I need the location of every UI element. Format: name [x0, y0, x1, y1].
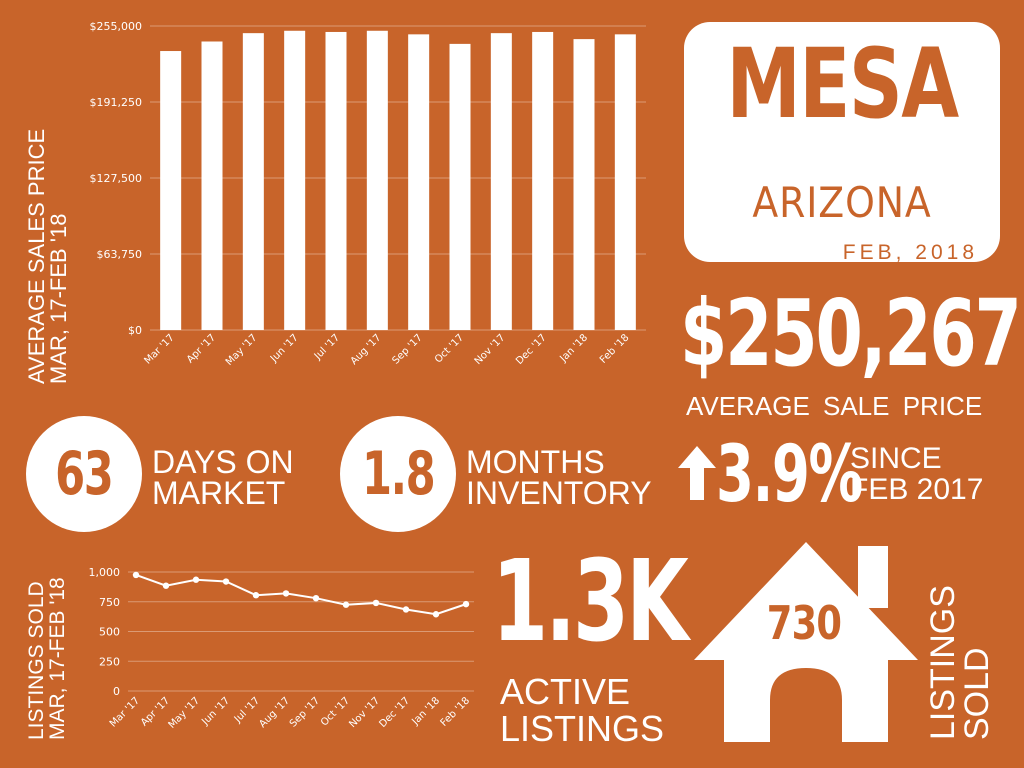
months-inventory-value: 1.8	[361, 439, 436, 509]
line-chart-xtick-label: Feb '18	[439, 695, 472, 728]
days-on-market-label: DAYS ON MARKET	[152, 444, 294, 511]
line-chart-ytick-label: 500	[99, 626, 120, 639]
days-on-market-label-line2: MARKET	[152, 475, 286, 511]
arrow-up-icon	[678, 446, 716, 500]
average-price-bar-chart: $0 $63,750 $127,500 $191,250 $255,000 Mar '17…	[90, 20, 646, 368]
line-chart-xtick-label: Nov '17	[347, 695, 382, 730]
line-chart-point	[312, 594, 320, 602]
location-card: MESA ARIZONA FEB, 2018	[684, 22, 1000, 262]
house-icon	[694, 542, 918, 742]
active-listings-label-line2: LISTINGS	[500, 708, 665, 749]
bar-chart-xtick-label: Sep '17	[390, 332, 424, 366]
bar-chart-bar	[325, 31, 347, 330]
average-price-label: AVERAGE SALE PRICE	[686, 391, 983, 421]
bar-chart-bar	[408, 34, 430, 331]
line-chart-xtick-label: Jan '18	[410, 695, 443, 728]
bar-chart-xtick-label: Dec '17	[514, 332, 549, 367]
listings-sold-label-line1: LISTINGS	[924, 585, 962, 740]
line-chart-point	[192, 576, 200, 583]
bar-chart-xtick-label: Mar '17	[142, 332, 176, 366]
line-chart-point	[462, 600, 470, 608]
bar-chart-xtick-label: Oct '17	[433, 332, 466, 365]
months-inventory-label-line2: INVENTORY	[466, 475, 652, 511]
price-change-label-line1: SINCE	[850, 442, 942, 475]
active-listings-value: 1.3K	[492, 537, 689, 667]
bar-chart-bar	[449, 43, 471, 330]
line-chart-xtick-label: Dec '17	[377, 695, 412, 730]
line-chart-point	[402, 606, 410, 613]
line-chart-point	[132, 571, 140, 579]
bar-chart-ytick-label: $0	[128, 324, 142, 337]
line-chart-xtick-label: Aug '17	[257, 695, 292, 730]
line-chart-ytick-label: 250	[99, 655, 120, 668]
line-chart-xtick-label: Jun '17	[199, 695, 232, 728]
line-chart-point	[162, 582, 170, 589]
line-chart-xtick-label: Mar '17	[108, 695, 142, 729]
bar-chart-bar	[160, 51, 182, 331]
bar-chart-bar	[242, 33, 264, 330]
line-chart-xtick-label: Oct '17	[319, 695, 352, 728]
line-chart-xtick-label: May '17	[167, 695, 203, 731]
price-change-label-line2: FEB 2017	[850, 473, 984, 506]
line-chart-xtick-label: Sep '17	[288, 695, 322, 729]
bar-chart-xtick-label: Jan '18	[558, 332, 591, 365]
line-chart-point	[342, 601, 350, 608]
active-listings-label-line1: ACTIVE	[500, 671, 631, 712]
line-chart-point	[432, 611, 440, 618]
report-date: FEB, 2018	[842, 241, 978, 262]
line-chart-ytick-label: 1,000	[89, 566, 121, 579]
state-title: ARIZONA	[752, 178, 932, 227]
days-on-market-label-line1: DAYS ON	[152, 444, 294, 480]
line-chart-point	[372, 599, 380, 607]
price-change-value: 3.9%	[716, 430, 863, 520]
months-inventory-label-line1: MONTHS	[466, 444, 605, 480]
months-inventory-circle: 1.8	[340, 416, 456, 532]
bar-chart-xtick-label: Nov '17	[473, 332, 508, 367]
bar-chart-bar	[490, 33, 512, 330]
months-inventory-label: MONTHS INVENTORY	[466, 444, 652, 511]
bar-chart-ytick-label: $255,000	[90, 20, 143, 33]
bar-chart-ytick-label: $63,750	[97, 248, 143, 261]
bar-chart-xtick-label: Jul '17	[312, 332, 342, 362]
days-on-market-value: 63	[55, 439, 114, 509]
bar-chart-xtick-label: Jun '17	[268, 332, 301, 365]
bar-chart-bar	[284, 30, 306, 331]
bar-chart-xtick-label: May '17	[224, 332, 260, 368]
bar-chart-xtick-label: Aug '17	[349, 332, 384, 367]
line-chart-ytick-label: 0	[113, 685, 120, 698]
bar-chart-xtick-label: Feb '18	[598, 332, 631, 365]
bar-chart-bar	[201, 41, 223, 330]
line-chart-point	[252, 592, 260, 599]
listings-sold-value: 730	[766, 596, 842, 650]
bar-chart-bar	[573, 39, 595, 331]
line-chart-series-line	[135, 574, 467, 616]
listings-sold-label-line2: SOLD	[958, 647, 996, 740]
bar-chart-bar	[532, 31, 554, 330]
line-chart-point	[282, 590, 290, 597]
active-listings-label: ACTIVE LISTINGS	[500, 674, 664, 748]
average-price-value: $250,267	[680, 280, 1022, 387]
listings-sold-label: LISTINGS SOLD	[924, 585, 996, 740]
line-chart-point	[222, 578, 230, 585]
bar-chart-ytick-label: $127,500	[90, 172, 143, 185]
bar-chart-xtick-label: Apr '17	[185, 332, 218, 365]
city-title: MESA	[726, 28, 959, 140]
price-change-label: SINCE FEB 2017	[850, 444, 983, 506]
bar-chart-ytick-label: $191,250	[90, 96, 143, 109]
days-on-market-circle: 63	[26, 416, 142, 532]
bar-chart-bar	[614, 34, 636, 331]
bar-chart-bar	[366, 30, 388, 331]
line-chart-ytick-label: 750	[99, 596, 120, 609]
